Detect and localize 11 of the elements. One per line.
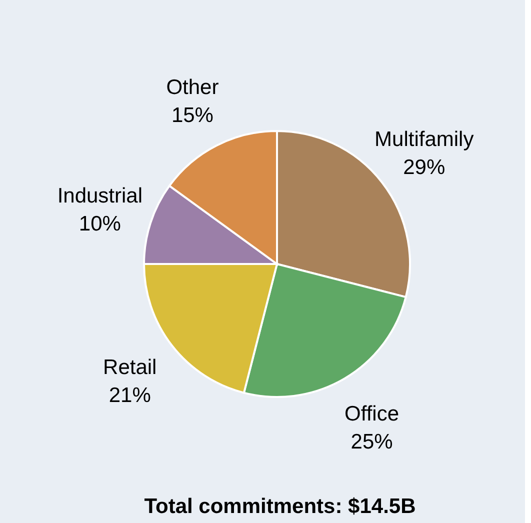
slice-label: Office <box>344 402 400 426</box>
data-label: 21% <box>108 384 151 408</box>
slice-label: Other <box>166 76 219 100</box>
data-label: 25% <box>350 430 393 454</box>
data-label: 10% <box>78 212 121 236</box>
slice-label: Multifamily <box>374 128 474 151</box>
text: Total commitments: $14.5B <box>144 495 416 518</box>
data-label: 29% <box>403 156 446 179</box>
data-label: 15% <box>171 104 214 128</box>
slice-label: Retail <box>103 356 157 380</box>
slice-label: Industrial <box>57 184 143 208</box>
